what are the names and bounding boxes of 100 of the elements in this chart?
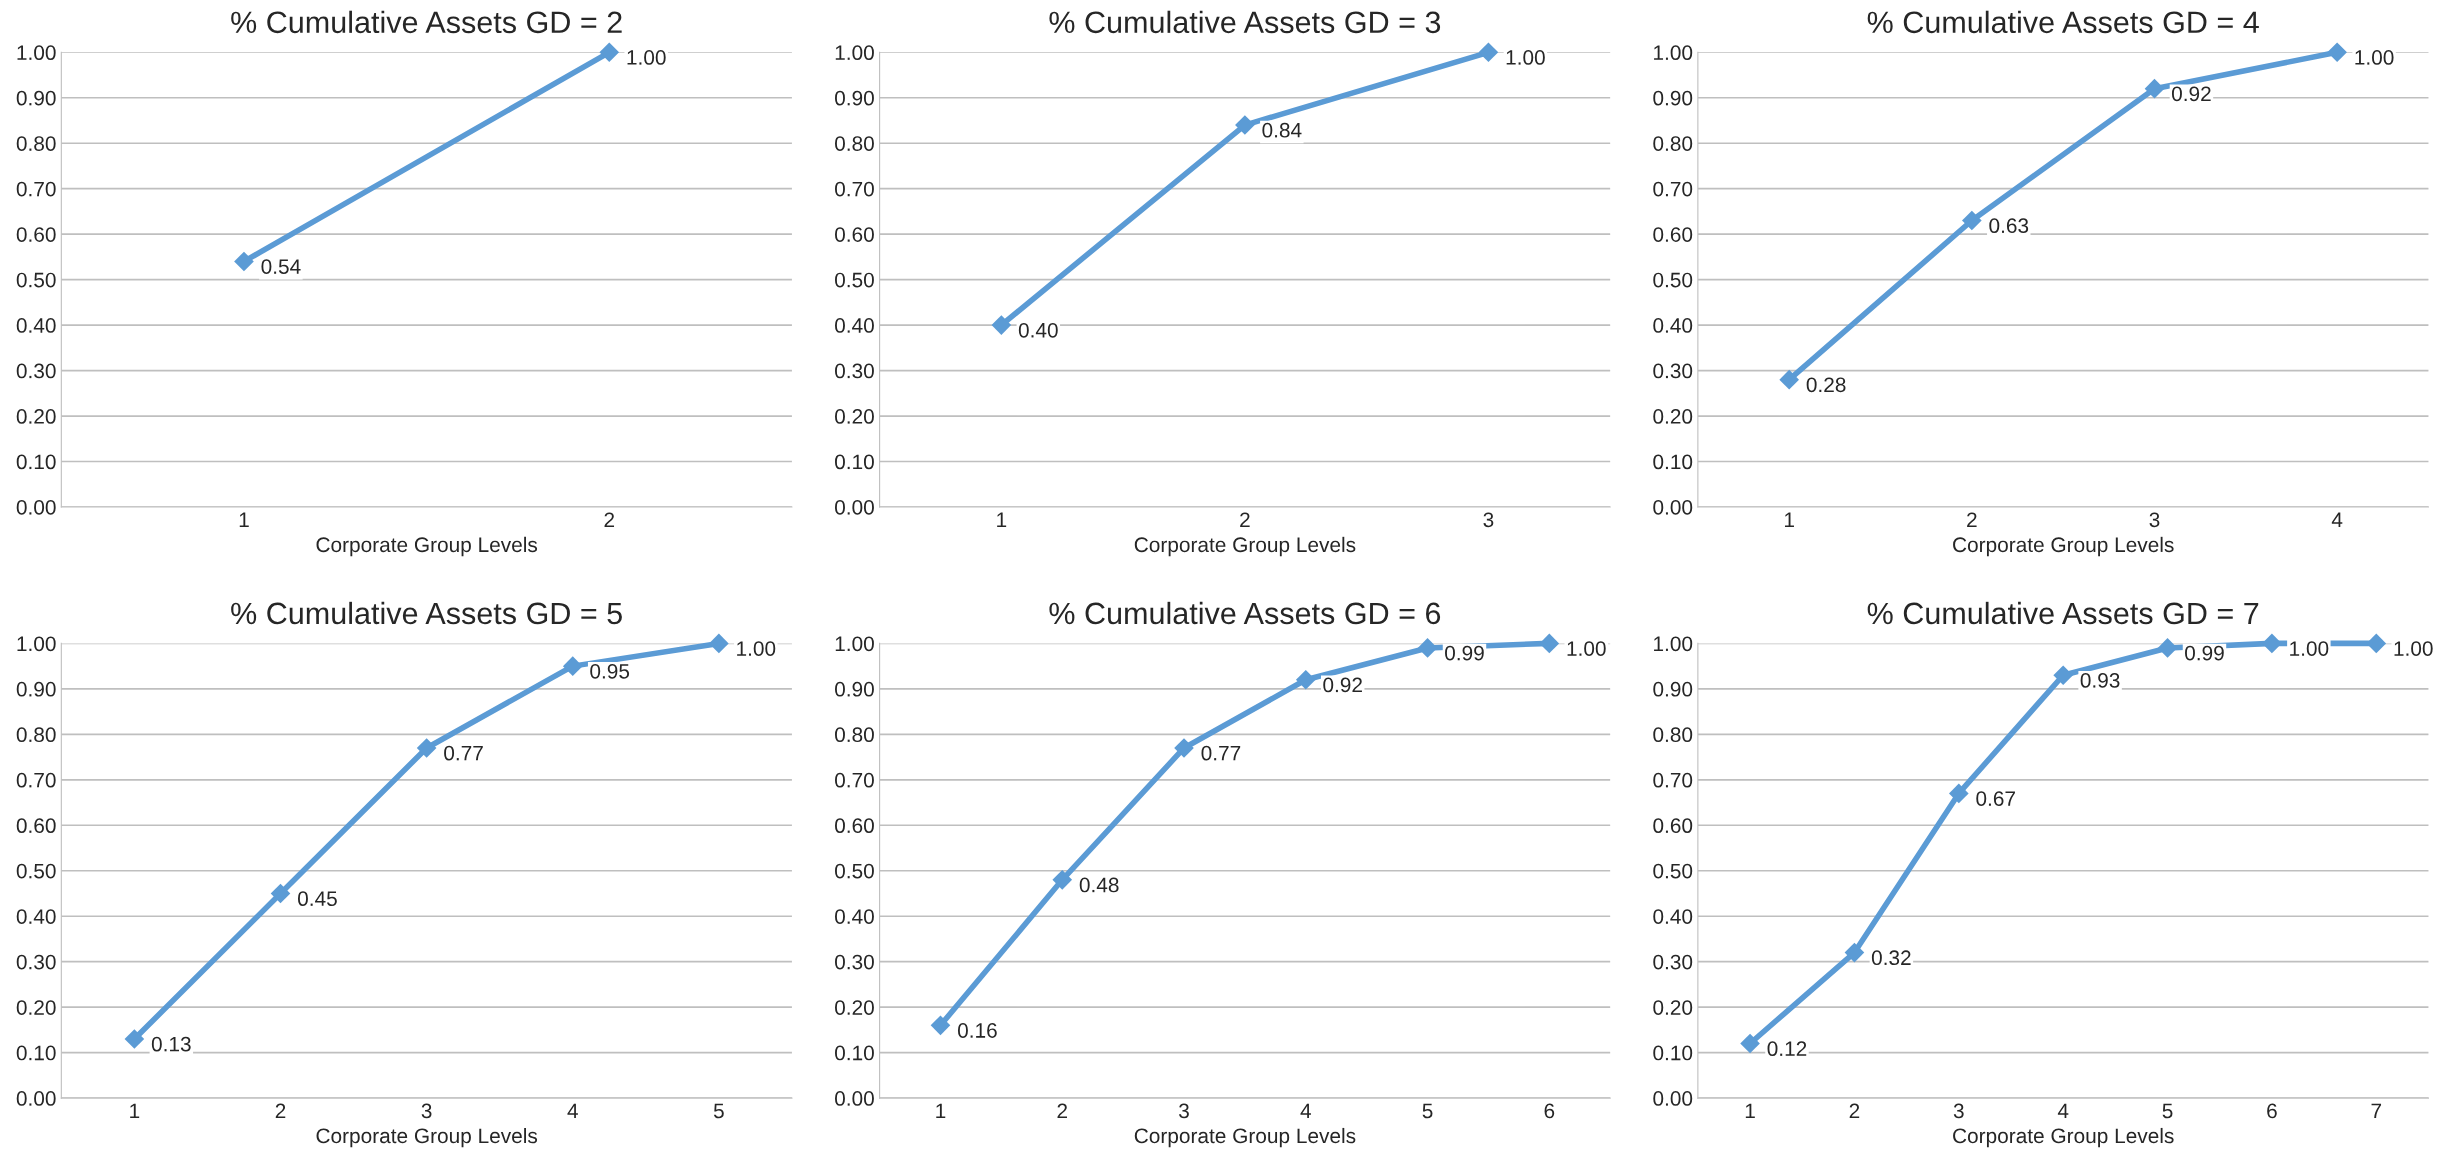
- y-tick-label: 0.30: [835, 363, 874, 379]
- chart-title: % Cumulative Assets GD = 2: [231, 10, 622, 34]
- data-label: 0.48: [1079, 877, 1119, 893]
- point: [2366, 633, 2387, 654]
- y-tick-label: 1.00: [17, 45, 56, 61]
- point: [1844, 942, 1865, 963]
- x-axis-title: Corporate Group Levels: [1134, 536, 1356, 557]
- y-tick-label: 0.80: [835, 136, 874, 151]
- y-tick-label: 0.20: [835, 1000, 874, 1015]
- point: [709, 633, 729, 654]
- y-tick-label: 0.10: [16, 454, 56, 470]
- y-tick-label: 0.30: [1653, 954, 1693, 970]
- y-tick-label: 1.00: [17, 636, 56, 652]
- data-label: 0.12: [1767, 1041, 1807, 1057]
- x-tick-label: 7: [2371, 1103, 2382, 1119]
- y-tick-label: 0.60: [835, 818, 874, 834]
- y-tick-label: 0.60: [1653, 227, 1693, 242]
- data-label: 0.92: [1323, 677, 1362, 693]
- point: [1740, 1033, 1760, 1054]
- point: [2144, 78, 2165, 99]
- x-axis-title: Corporate Group Levels: [1953, 1127, 2174, 1148]
- y-tick-label: 0.00: [835, 499, 874, 515]
- y-tick-label: 0.20: [16, 409, 56, 424]
- x-tick-label: 6: [2267, 1103, 2277, 1119]
- y-tick-label: 0.80: [16, 727, 56, 743]
- point: [1174, 738, 1194, 758]
- y-tick-label: 0.60: [1653, 818, 1693, 834]
- y-tick-label: 0.70: [16, 772, 56, 788]
- x-axis-title: Corporate Group Levels: [1953, 536, 2174, 557]
- y-tick-label: 0.40: [1653, 318, 1693, 333]
- data-label: 1.00: [2290, 641, 2329, 656]
- x-tick-label: 3: [1953, 1103, 1964, 1119]
- x-axis-title: Corporate Group Levels: [316, 1127, 538, 1148]
- y-tick-label: 0.40: [16, 318, 56, 333]
- x-tick-label: 3: [421, 1103, 432, 1119]
- y-tick-label: 0.00: [1653, 1091, 1693, 1106]
- y-tick-label: 0.60: [16, 818, 56, 834]
- y-tick-label: 0.60: [16, 227, 56, 242]
- point: [562, 656, 583, 676]
- x-tick-label: 2: [1057, 1103, 1067, 1119]
- data-label: 1.00: [2394, 641, 2433, 656]
- point: [1235, 115, 1255, 135]
- x-tick-label: 5: [713, 1103, 724, 1119]
- data-label: 1.00: [2355, 50, 2394, 65]
- data-label: 0.99: [1445, 645, 1484, 661]
- data-label: 1.00: [737, 641, 776, 656]
- y-tick-label: 0.80: [835, 727, 874, 743]
- y-tick-label: 0.00: [16, 499, 56, 515]
- x-tick-label: 1: [1745, 1103, 1755, 1119]
- chart-title: % Cumulative Assets GD = 5: [231, 601, 622, 625]
- data-label: 0.93: [2080, 673, 2120, 688]
- point: [1478, 42, 1499, 63]
- x-axis-title: Corporate Group Levels: [1134, 1127, 1356, 1148]
- point: [1779, 369, 1800, 390]
- x-tick-label: 2: [1849, 1103, 1860, 1119]
- y-tick-label: 0.20: [1653, 409, 1693, 424]
- y-tick-label: 0.60: [835, 227, 874, 242]
- data-label: 0.13: [151, 1036, 191, 1052]
- y-tick-label: 0.30: [16, 363, 56, 379]
- y-tick-label: 0.90: [1653, 90, 1693, 106]
- data-label: 1.00: [1567, 641, 1606, 656]
- x-tick-label: 2: [604, 512, 615, 527]
- x-tick-label: 3: [1179, 1103, 1189, 1119]
- x-tick-label: 3: [2149, 512, 2160, 528]
- point: [270, 883, 291, 904]
- x-tick-label: 1: [239, 512, 249, 527]
- y-tick-label: 0.40: [835, 318, 874, 333]
- y-tick-label: 0.20: [835, 409, 874, 424]
- y-tick-label: 0.90: [16, 681, 56, 697]
- y-tick-label: 0.50: [1653, 272, 1693, 288]
- y-tick-label: 0.50: [1653, 863, 1693, 879]
- y-tick-label: 0.30: [16, 954, 56, 970]
- x-tick-label: 1: [936, 1103, 946, 1119]
- x-tick-label: 4: [1300, 1103, 1311, 1119]
- y-tick-label: 1.00: [1654, 45, 1693, 61]
- data-label: 0.99: [2185, 645, 2224, 661]
- y-tick-label: 0.20: [16, 1000, 56, 1015]
- point: [1295, 669, 1316, 690]
- data-label: 1.00: [627, 50, 666, 65]
- y-tick-label: 0.30: [835, 954, 874, 970]
- y-tick-label: 0.00: [16, 1091, 56, 1106]
- point: [1539, 633, 1560, 654]
- y-tick-label: 0.80: [1653, 727, 1693, 743]
- y-tick-label: 0.50: [835, 272, 874, 288]
- y-tick-label: 0.40: [835, 909, 874, 924]
- y-tick-label: 0.70: [1653, 772, 1693, 788]
- y-tick-label: 0.40: [1653, 909, 1693, 924]
- chart-title: % Cumulative Assets GD = 6: [1049, 601, 1441, 625]
- y-tick-label: 0.10: [835, 1045, 874, 1061]
- data-label: 0.16: [957, 1023, 997, 1038]
- x-tick-label: 4: [567, 1103, 578, 1119]
- x-tick-label: 6: [1544, 1103, 1555, 1119]
- y-tick-label: 0.70: [1653, 181, 1693, 197]
- data-label: 0.63: [1989, 218, 2029, 234]
- x-tick-label: 2: [1240, 512, 1250, 527]
- y-tick-label: 1.00: [835, 636, 874, 652]
- point: [416, 738, 437, 758]
- point: [2262, 633, 2282, 654]
- y-tick-label: 1.00: [1654, 636, 1693, 652]
- y-tick-label: 0.50: [16, 272, 56, 288]
